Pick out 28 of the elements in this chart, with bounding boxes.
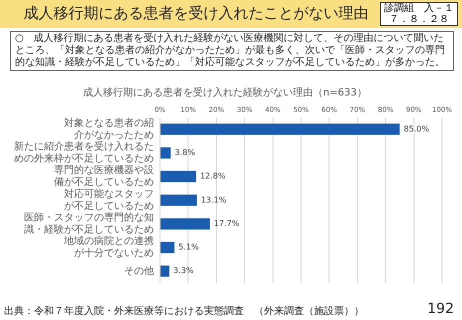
chart-title: 成人移行期にある患者を受け入れたことがない理由 (24, 4, 368, 22)
bar (160, 242, 174, 254)
data-label: 85.0% (404, 124, 430, 134)
data-label: 12.8% (200, 172, 226, 181)
chart-subtitle: 成人移行期にある患者を受け入れた経験がない理由（n=633） (83, 86, 367, 99)
bar (160, 124, 400, 135)
y-tick-label: 医師・スタッフの専門的な知識・経験が不足しているため (24, 211, 154, 236)
source-note: 出典：令和７年度入院・外来医療等における実態調査 （外来調査（施設票）） (4, 304, 364, 318)
y-tick-label: 新たに紹介患者を受け入れるための外来枠が不足しているため (14, 140, 154, 164)
data-label: 17.7% (214, 218, 240, 228)
bar (160, 147, 171, 159)
bar (160, 194, 197, 206)
data-label: 13.1% (200, 195, 227, 204)
text: ○ 成人移行期にある患者を受け入れた経験がない医療機関に対して、その理由について聞いたところ、「対象となる患者の紹介がなかったため」が最も多く、次いで「医師・スタッフの専門的な知識・経験が不足しているため」「対応可能なスタッフが不足しているため」が多かった。 (10, 31, 454, 71)
data-label: 3.8% (174, 148, 196, 157)
y-tick-label: 対応可能なスタッフが不足しているため (64, 188, 154, 212)
text: ７．８．２８ (388, 14, 450, 25)
y-tick-label: 地域の病院との連携が十分でないため (63, 235, 154, 260)
y-tick-label: 専門的な医療機器や設備が不足しているため (54, 164, 154, 188)
bar (160, 218, 210, 230)
text: 診調組 入－１ (384, 3, 454, 14)
data-label: 3.3% (173, 266, 194, 276)
y-tick-label: 対象となる患者の紹介がなかったため (64, 116, 154, 141)
text: 192 (427, 301, 454, 317)
bar (160, 266, 170, 277)
data-label: 5.1% (178, 242, 200, 252)
y-tick-label: その他 (124, 264, 154, 277)
bar (160, 170, 196, 182)
